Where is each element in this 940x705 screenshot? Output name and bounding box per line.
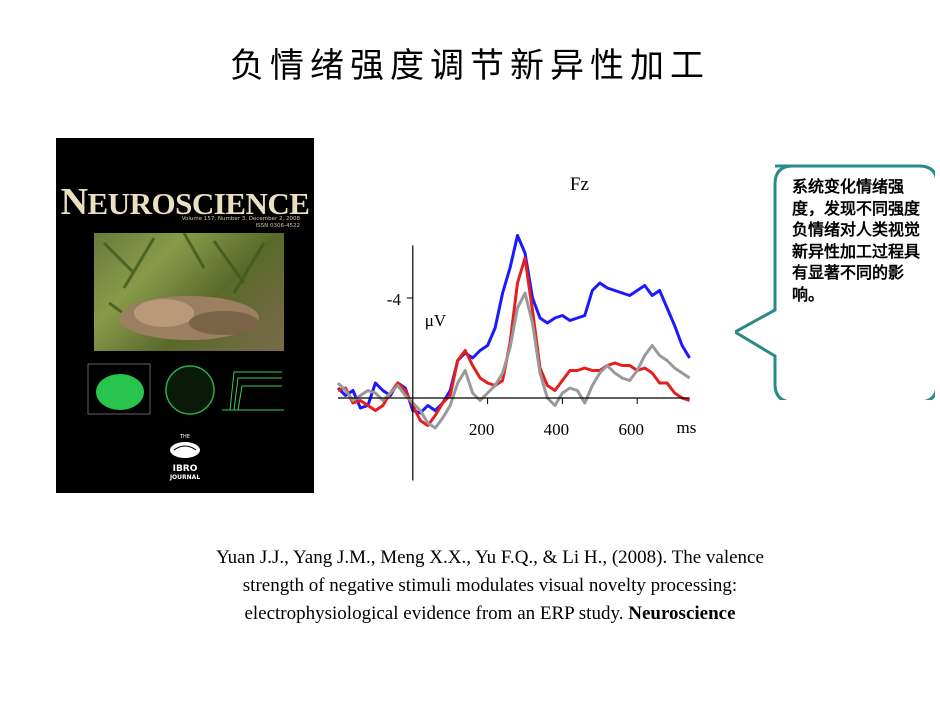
logo-name: IBRO (172, 464, 198, 474)
citation-line-1: Yuan J.J., Yang J.M., Meng X.X., Yu F.Q.… (216, 547, 764, 568)
axes-layer: -4 μV 200 400 600 ms Fz (338, 174, 696, 481)
bubble-outline (735, 164, 935, 400)
logo-bottom: JOURNAL (169, 474, 201, 481)
x-tick-label: 600 (618, 420, 644, 439)
erp-chart: -4 μV 200 400 600 ms Fz (336, 174, 696, 481)
cover-title-initial: N (60, 181, 88, 223)
cover-figures (87, 363, 284, 415)
cover-meta: Volume 157, Number 3, December 2, 2008 I… (182, 216, 300, 230)
cover-issn-line: ISSN 0306-4522 (255, 223, 300, 229)
x-tick-label: 400 (544, 420, 570, 439)
erp-series-line-3 (336, 291, 691, 430)
bubble-text: 系统变化情绪强度，发现不同强度负情绪对人类视觉新异性加工过程具有显著不同的影响。 (792, 177, 921, 304)
cover-title-rest: EUROSCIENCE (87, 186, 310, 221)
cover-journal-title: NEUROSCIENCE (56, 180, 314, 224)
cover-photo-art (102, 233, 266, 340)
chart-title: Fz (570, 174, 589, 195)
y-axis-label: μV (425, 311, 447, 330)
y-tick-label: -4 (387, 290, 402, 309)
journal-cover-image: NEUROSCIENCE Volume 157, Number 3, Decem… (56, 138, 314, 493)
x-unit-label: ms (676, 418, 696, 437)
speech-bubble (735, 164, 935, 400)
citation-line-2: strength of negative stimuli modulates v… (242, 575, 738, 596)
citation: Yuan J.J., Yang J.M., Meng X.X., Yu F.Q.… (120, 544, 860, 628)
citation-line-3-text: electrophysiological evidence from an ER… (244, 603, 629, 624)
brain-icon (170, 442, 200, 458)
citation-journal: Neuroscience (628, 603, 736, 624)
series-layer (336, 234, 691, 430)
citation-line-3: electrophysiological evidence from an ER… (120, 600, 860, 628)
cover-ibro-logo: THE IBRO JOURNAL (56, 434, 314, 481)
slide-title: 负情绪强度调节新异性加工 (230, 46, 710, 86)
x-tick-label: 200 (469, 420, 495, 439)
cover-volume-line: Volume 157, Number 3, December 2, 2008 (181, 216, 300, 222)
logo-top: THE (180, 434, 190, 440)
cover-photo (94, 233, 284, 351)
